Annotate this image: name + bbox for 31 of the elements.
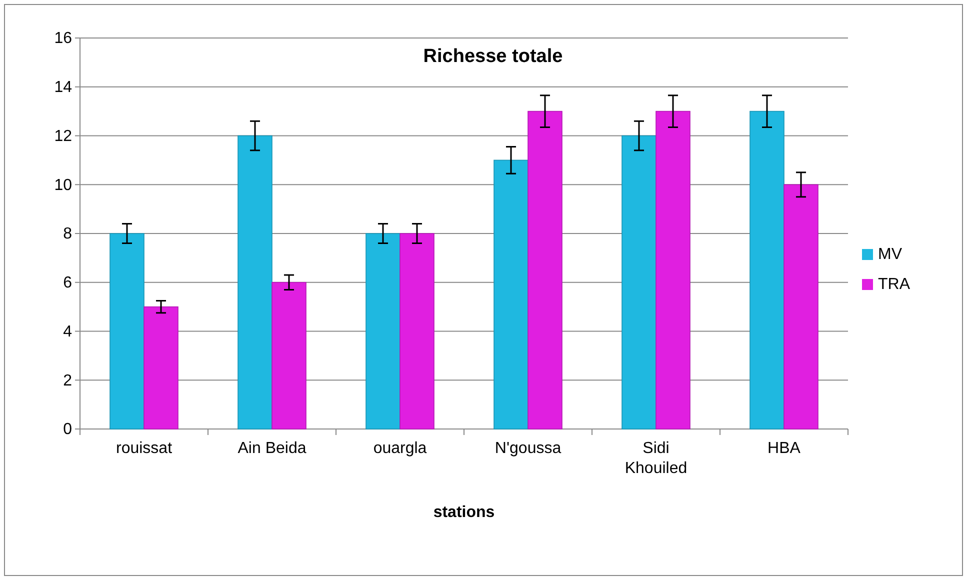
bar [784, 184, 818, 430]
x-tick-label: Sidi Khouiled [624, 440, 688, 477]
bar [528, 110, 562, 430]
y-tick-label: 16 [54, 30, 72, 48]
bar [750, 110, 784, 430]
bar [400, 233, 434, 430]
y-tick-label: 4 [63, 323, 72, 340]
bar [622, 135, 656, 430]
y-tick-label: 0 [63, 421, 72, 438]
bar [110, 233, 144, 430]
x-tick-label: rouissat [116, 440, 173, 457]
y-tick-label: 6 [63, 274, 72, 292]
y-tick-label: 2 [63, 372, 72, 390]
chart-title: Richesse totale [423, 46, 563, 67]
legend-label: TRA [878, 276, 910, 293]
bar [144, 306, 178, 430]
y-tick-label: 10 [54, 176, 72, 194]
x-tick-label: HBA [768, 440, 801, 457]
bar [238, 135, 272, 430]
y-tick-label: 12 [54, 128, 72, 145]
y-tick-label: 8 [63, 226, 72, 243]
bar [272, 282, 306, 430]
bar [366, 233, 400, 430]
x-tick-label: ouargla [373, 440, 427, 457]
y-tick-label: 14 [54, 78, 72, 96]
x-axis-title: stations [433, 504, 495, 521]
bar [656, 110, 690, 430]
bar [494, 160, 528, 430]
x-tick-label: Ain Beida [238, 440, 306, 457]
legend-label: MV [878, 246, 902, 263]
x-tick-label: N'goussa [494, 440, 562, 457]
